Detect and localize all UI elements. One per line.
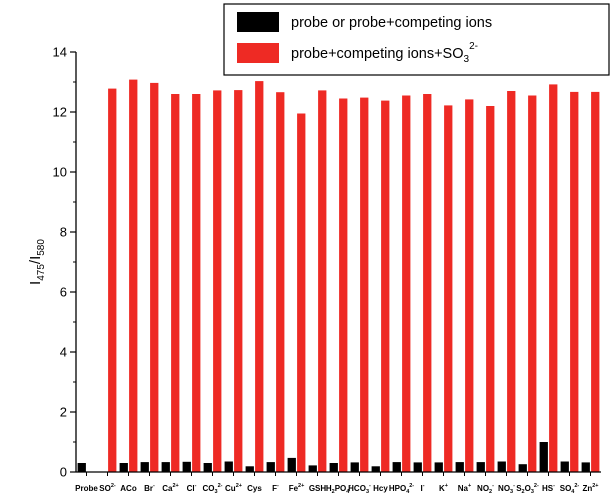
bar-red-11	[318, 90, 327, 473]
bar-black-22	[539, 442, 548, 472]
y-axis-label: I475/I580	[27, 239, 47, 285]
legend-swatch-1	[237, 43, 279, 63]
y-tick-label: 6	[60, 285, 67, 300]
bar-red-7	[234, 90, 243, 472]
bar-black-4	[161, 462, 170, 472]
x-tick-label: I-	[420, 483, 424, 493]
bar-black-13	[350, 462, 359, 472]
bar-black-14	[371, 466, 380, 472]
x-tick-label: Probe	[75, 484, 98, 493]
bar-red-14	[381, 100, 390, 472]
x-tick-label: F-	[272, 483, 279, 493]
bar-black-12	[329, 463, 338, 472]
y-axis-label-text: I475/I580	[27, 239, 47, 285]
x-tick-label: SO42-	[560, 483, 580, 495]
legend-box	[223, 3, 610, 76]
legend: probe or probe+competing ions probe+compe…	[223, 3, 610, 76]
bar-red-19	[486, 106, 495, 472]
y-tick-label: 14	[53, 45, 67, 60]
bar-black-7	[224, 461, 233, 472]
bar-red-15	[402, 95, 411, 472]
x-tick-label: Fe2+	[289, 483, 305, 493]
x-tick-label: H2PO4-	[326, 483, 351, 495]
x-ticks-group: Probe SO2- ACo Br- Ca2+ Cl- CO32- Cu2+ Cys F- Fe2+…	[75, 472, 599, 495]
x-tick-label: K+	[439, 483, 448, 493]
bar-black-0	[77, 463, 86, 472]
bar-black-10	[287, 457, 296, 472]
x-tick-label: Cu2+	[225, 483, 242, 493]
x-tick-label: GSH	[309, 484, 327, 493]
x-tick-label: SO2-	[99, 483, 116, 493]
bar-black-2	[119, 463, 128, 472]
bar-black-23	[560, 461, 569, 472]
legend-swatch-0	[237, 12, 279, 32]
legend-label-1: probe+competing ions+SO32-	[291, 41, 478, 65]
x-tick-label: Br-	[144, 483, 155, 493]
bar-red-13	[360, 97, 369, 472]
x-tick-label: Na+	[458, 483, 471, 493]
bar-black-20	[497, 461, 506, 472]
bar-black-9	[266, 462, 275, 472]
bar-black-15	[392, 462, 401, 472]
x-tick-label: HS-	[542, 483, 555, 493]
bar-black-21	[518, 464, 527, 472]
x-tick-label: S2O32-	[516, 483, 539, 495]
bar-red-22	[549, 84, 558, 473]
bar-red-23	[570, 91, 579, 473]
y-tick-label: 4	[60, 345, 67, 360]
bar-black-17	[434, 462, 443, 472]
x-tick-label: Cl-	[187, 483, 197, 493]
x-tick-label: HCO3-	[348, 483, 371, 495]
bar-red-8	[255, 81, 264, 472]
bar-red-6	[213, 90, 222, 473]
bar-red-20	[507, 91, 516, 472]
x-tick-label: Ca2+	[162, 483, 179, 493]
y-ticks-group: 0 2 4 6 8 10 12 14	[53, 45, 76, 480]
bar-red-4	[171, 94, 180, 472]
y-tick-label: 0	[60, 465, 67, 480]
bar-black-19	[476, 462, 485, 472]
bar-red-10	[297, 113, 306, 472]
bar-black-16	[413, 462, 422, 472]
bar-red-1	[108, 88, 117, 472]
y-tick-label: 2	[60, 405, 67, 420]
bar-black-5	[182, 461, 191, 472]
bar-red-21	[528, 95, 537, 472]
bar-black-24	[581, 462, 590, 472]
y-tick-label: 10	[53, 165, 67, 180]
bar-red-24	[591, 91, 600, 473]
bar-black-6	[203, 463, 212, 472]
x-tick-label: HPO42-	[389, 483, 414, 495]
bar-black-11	[308, 465, 317, 472]
bar-red-17	[444, 105, 453, 473]
x-tick-label: NO3-	[498, 483, 515, 495]
bar-black-8	[245, 466, 254, 472]
x-tick-label: CO32-	[203, 483, 223, 495]
x-tick-label: Zn2+	[582, 483, 598, 493]
bar-red-2	[129, 79, 138, 472]
bar-red-3	[150, 82, 159, 473]
y-tick-label: 8	[60, 225, 67, 240]
y-tick-label: 12	[53, 105, 67, 120]
bar-red-12	[339, 98, 348, 472]
x-tick-label: Cys	[247, 484, 262, 493]
bar-red-5	[192, 94, 201, 472]
bars-group	[77, 79, 600, 473]
bar-red-16	[423, 94, 432, 472]
bar-red-18	[465, 99, 474, 473]
bar-black-18	[455, 462, 464, 472]
x-tick-label: ACo	[120, 484, 137, 493]
bar-red-9	[276, 92, 285, 472]
x-tick-label: Hcy	[373, 484, 388, 493]
bar-black-3	[140, 462, 149, 472]
legend-label-0: probe or probe+competing ions	[291, 15, 492, 31]
x-tick-label: NO2-	[477, 483, 494, 495]
